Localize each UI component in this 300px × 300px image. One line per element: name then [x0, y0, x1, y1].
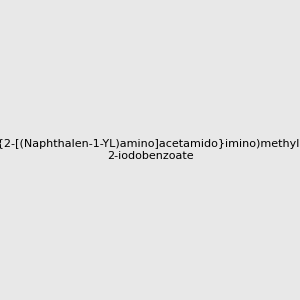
Text: 4-[(E)-({2-[(Naphthalen-1-YL)amino]acetamido}imino)methyl]phenyl 2-iodobenzoate: 4-[(E)-({2-[(Naphthalen-1-YL)amino]aceta…: [0, 139, 300, 161]
